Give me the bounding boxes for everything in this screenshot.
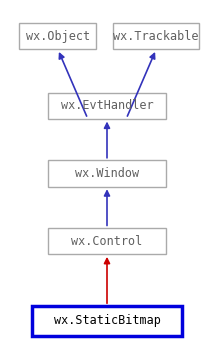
Text: wx.StaticBitmap: wx.StaticBitmap [54, 314, 160, 328]
Text: wx.Object: wx.Object [26, 30, 90, 43]
FancyBboxPatch shape [32, 306, 182, 336]
Text: wx.Control: wx.Control [71, 235, 143, 248]
FancyBboxPatch shape [48, 160, 166, 187]
Text: wx.EvtHandler: wx.EvtHandler [61, 99, 153, 112]
FancyBboxPatch shape [113, 24, 199, 50]
FancyBboxPatch shape [19, 24, 96, 50]
FancyBboxPatch shape [48, 228, 166, 254]
Text: wx.Trackable: wx.Trackable [113, 30, 199, 43]
Text: wx.Window: wx.Window [75, 167, 139, 180]
FancyBboxPatch shape [48, 93, 166, 119]
